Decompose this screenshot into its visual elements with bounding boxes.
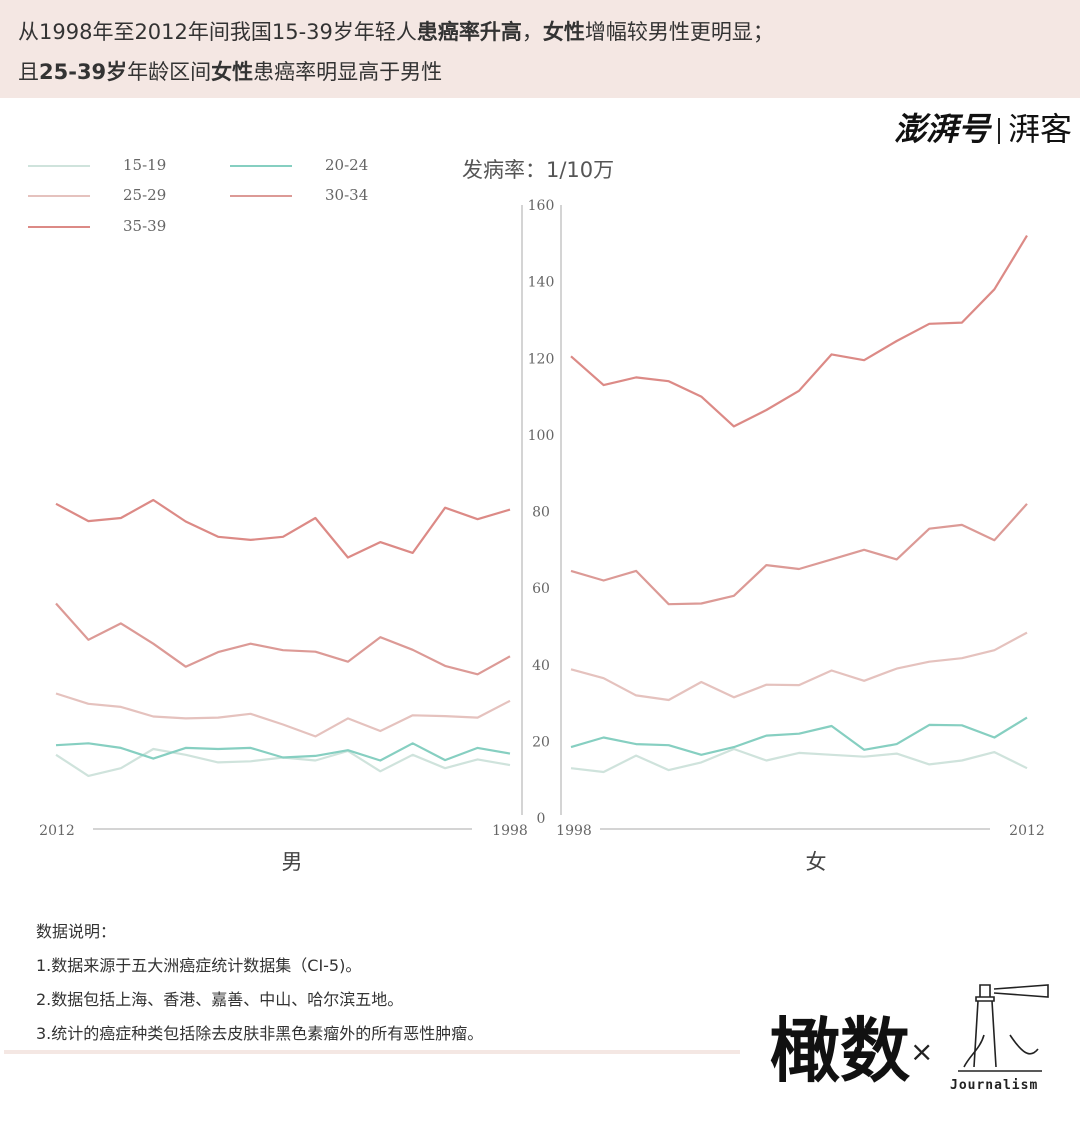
male-series-20-24 [55, 742, 511, 762]
legend-swatch [230, 195, 292, 197]
female-series-30-34 [570, 503, 1028, 606]
notes-item: 2.数据包括上海、香港、嘉善、中山、哈尔滨五地。 [36, 990, 404, 1009]
header-banner: 从1998年至2012年间我国15-39岁年轻人患癌率升高，女性增幅较男性更明显… [0, 0, 1080, 98]
y-tick-label: 0 [537, 811, 546, 827]
headline-text: 且 [18, 60, 39, 84]
footer-divider [4, 1050, 740, 1054]
male-panel-label: 男 [282, 850, 303, 874]
legend-label: 15-19 [123, 156, 167, 174]
female-panel-label: 女 [806, 850, 827, 874]
legend-label: 20-24 [325, 156, 369, 174]
brand-sub: 湃客 [1007, 110, 1072, 148]
notes-item: 1.数据来源于五大洲癌症统计数据集（CI-5)。 [36, 956, 362, 975]
headline-emphasis: 患癌率升高 [416, 20, 522, 44]
brand-main: 澎湃号 [893, 110, 990, 148]
notes-title: 数据说明： [36, 922, 117, 941]
headline-emphasis: 女性 [542, 20, 585, 44]
headline-text: 年龄区间 [127, 60, 212, 84]
y-tick-label: 80 [532, 505, 550, 521]
y-tick-label: 120 [528, 351, 555, 367]
female-x-tick-label: 2012 [1009, 823, 1045, 839]
female-x-tick-label: 1998 [556, 823, 592, 839]
logo-subtitle: Journalism [950, 1078, 1039, 1093]
logo-text: 橄数 [770, 1009, 910, 1092]
legend-swatch [28, 195, 90, 197]
male-series-30-34 [55, 602, 511, 676]
lighthouse-icon [958, 984, 1049, 1072]
legend-swatch [28, 165, 90, 167]
headline-line-1: 从1998年至2012年间我国15-39岁年轻人患癌率升高，女性增幅较男性更明显… [18, 16, 774, 46]
male-x-tick-label: 2012 [39, 823, 75, 839]
male-x-tick-label: 1998 [492, 823, 528, 839]
brand-separator [997, 118, 1000, 144]
y-tick-label: 20 [532, 734, 550, 750]
female-series-15-19 [570, 747, 1028, 774]
y-tick-label: 160 [528, 198, 555, 214]
headline-text: ， [521, 20, 543, 44]
male-series-25-29 [55, 692, 511, 738]
y-tick-label: 100 [528, 428, 555, 444]
chart-legend: 15-19 20-24 25-29 30-34 35-39 [0, 150, 420, 240]
legend-label: 25-29 [123, 186, 167, 204]
line-chart: 0 20 40 60 80 100 120 140 160 2012 1998 男 1998 2012 女 [39, 198, 1045, 874]
headline-emphasis: 25-39岁 [39, 60, 128, 84]
y-tick-label: 60 [532, 581, 550, 597]
legend-swatch [230, 165, 292, 167]
female-series-35-39 [570, 235, 1028, 428]
headline-emphasis: 女性 [211, 60, 254, 84]
headline-text: 从1998年至2012年间我国15-39岁年轻人 [18, 20, 417, 44]
headline-text: 增幅较男性更明显； [584, 20, 774, 44]
unit-label: 发病率：1/10万 [462, 158, 615, 182]
legend-label: 30-34 [325, 186, 369, 204]
notes-item: 3.统计的癌症种类包括除去皮肤非黑色素瘤外的所有恶性肿瘤。 [36, 1024, 484, 1043]
data-notes: 数据说明： 1.数据来源于五大洲癌症统计数据集（CI-5)。 2.数据包括上海、… [36, 918, 483, 1054]
y-tick-label: 40 [532, 658, 550, 674]
male-series-15-19 [55, 747, 511, 778]
y-tick-label: 140 [528, 275, 555, 291]
male-series-35-39 [55, 498, 511, 559]
brand-logo: 澎湃号 湃客 [894, 104, 1072, 150]
headline-line-2: 且25-39岁年龄区间女性患癌率明显高于男性 [18, 56, 442, 86]
female-series-20-24 [570, 716, 1028, 756]
logo-cross: × [910, 1035, 934, 1068]
legend-swatch [28, 226, 90, 228]
headline-text: 患癌率明显高于男性 [253, 60, 443, 84]
female-series-25-29 [570, 631, 1028, 702]
legend-label: 35-39 [123, 217, 167, 235]
